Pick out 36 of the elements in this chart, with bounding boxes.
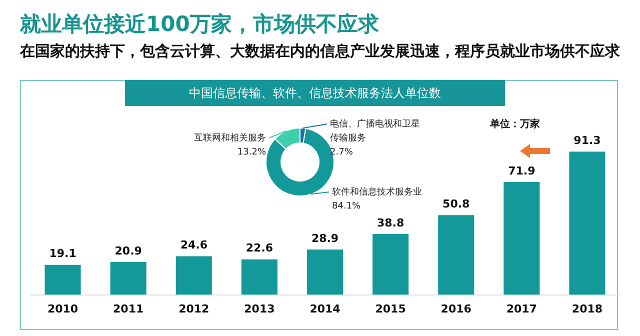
slice-label: 互联网和相关服务	[194, 132, 266, 144]
slice-label: 软件和信息技术服务业	[332, 186, 422, 198]
chart-title: 就业单位接近100万家，市场供不应求	[20, 11, 379, 38]
text: 单位：万家	[490, 117, 540, 131]
bar	[110, 262, 146, 295]
text: 中国信息传输、软件、信息技术服务法人单位数	[125, 80, 505, 106]
x-tick-label: 2014	[310, 302, 341, 316]
x-tick-label: 2016	[440, 302, 472, 316]
data-label: 28.9	[311, 232, 339, 245]
chart-subtitle: 在国家的扶持下，包含云计算、大数据在内的信息产业发展迅速，程序员就业市场供不应求	[20, 42, 620, 61]
data-label: 22.6	[246, 242, 274, 255]
x-tick-label: 2012	[178, 302, 210, 316]
data-label: 91.3	[574, 134, 601, 147]
bar	[504, 182, 540, 295]
bar	[176, 256, 212, 295]
x-tick-label: 2010	[47, 302, 78, 316]
data-label: 71.9	[508, 164, 536, 178]
bar	[44, 264, 81, 295]
bar	[372, 234, 409, 295]
bar	[569, 152, 606, 295]
slice-label: 电信、广播电视和卫星传输服务	[330, 118, 420, 144]
data-label: 24.6	[180, 238, 208, 252]
x-tick-label: 2011	[113, 302, 144, 316]
bar	[241, 259, 278, 295]
bar	[306, 249, 344, 295]
x-tick-label: 2013	[244, 302, 275, 316]
data-label: 84.1%	[332, 201, 362, 212]
x-tick-label: 2018	[572, 302, 603, 316]
data-label: 19.1	[49, 247, 76, 260]
x-tick-label: 2017	[506, 302, 537, 316]
data-label: 50.8	[442, 198, 470, 211]
bar	[438, 215, 474, 295]
x-tick-label: 2015	[375, 302, 406, 316]
data-label: 13.2%	[237, 147, 266, 158]
data-label: 38.8	[376, 216, 404, 230]
data-label: 20.9	[114, 244, 142, 258]
